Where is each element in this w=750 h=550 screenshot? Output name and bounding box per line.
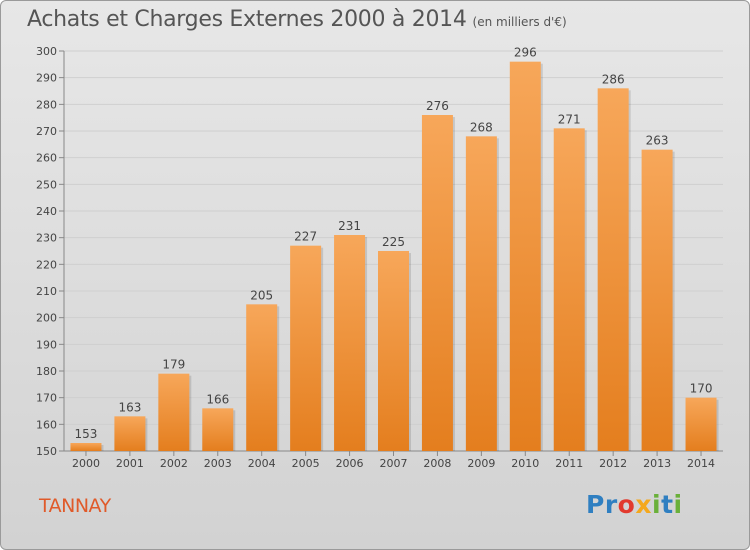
logo-letter: i: [673, 490, 683, 519]
bar-value-label: 166: [206, 392, 229, 406]
bar-value-label: 271: [558, 112, 581, 126]
bar: [70, 443, 102, 451]
proxiti-logo[interactable]: Proxiti: [586, 490, 683, 519]
logo-letter: i: [652, 490, 662, 519]
x-tick-labels: 2000 2001 2002 2003 2004 2005 2006 2007 2008 2009…: [72, 451, 715, 470]
bars: [70, 61, 719, 452]
y-tick-label: 300: [36, 45, 57, 58]
bar: [509, 61, 541, 452]
x-tick-label: 2002: [160, 457, 188, 470]
bar: [465, 136, 497, 452]
x-tick-label: 2007: [380, 457, 408, 470]
bar-value-label: 227: [294, 230, 317, 244]
bar: [597, 88, 629, 451]
bar-value-label: 205: [250, 288, 273, 302]
bar: [641, 149, 673, 451]
x-tick-label: 2008: [423, 457, 451, 470]
x-tick-label: 2014: [687, 457, 715, 470]
bar-value-label: 179: [162, 358, 185, 372]
y-tick-label: 210: [36, 285, 57, 298]
x-tick-label: 2003: [204, 457, 232, 470]
bar-value-label: 286: [602, 72, 625, 86]
y-tick-label: 170: [36, 392, 57, 405]
chart-title: Achats et Charges Externes 2000 à 2014 (e…: [27, 7, 567, 32]
y-tick-label: 250: [36, 178, 57, 191]
x-tick-label: 2010: [511, 457, 539, 470]
y-tick-label: 260: [36, 152, 57, 165]
data-labels: 153 163 179 166 205 227 231 225 276 268 296 271 286 2…: [75, 46, 713, 441]
y-tick-label: 190: [36, 338, 57, 351]
bar: [378, 251, 409, 451]
bar: [685, 397, 717, 451]
x-tick-label: 2005: [292, 457, 320, 470]
x-tick-label: 2006: [336, 457, 364, 470]
bar: [553, 128, 585, 451]
bar-value-label: 296: [514, 46, 537, 60]
logo-letter: t: [661, 490, 674, 519]
chart-subtitle: (en milliers d'€): [472, 15, 567, 29]
y-tick-label: 160: [36, 418, 57, 431]
x-tick-label: 2009: [467, 457, 495, 470]
logo-letter: x: [635, 490, 652, 519]
bar-value-label: 163: [118, 400, 141, 414]
bar-value-label: 231: [338, 219, 361, 233]
y-tick-label: 270: [36, 125, 57, 138]
bar: [158, 373, 190, 451]
y-tick-label: 240: [36, 205, 57, 218]
y-tick-label: 290: [36, 72, 57, 85]
bar-value-label: 225: [382, 235, 405, 249]
bar: [202, 408, 234, 451]
bar-value-label: 268: [470, 120, 493, 134]
x-tick-label: 2004: [248, 457, 276, 470]
bar: [246, 304, 278, 451]
bar-value-label: 263: [646, 134, 669, 148]
x-tick-label: 2000: [72, 457, 100, 470]
bar-value-label: 170: [690, 382, 713, 396]
bar: [421, 115, 453, 451]
chart-title-text: Achats et Charges Externes 2000 à 2014: [27, 7, 467, 32]
y-tick-labels: 150 160 170 180 190 200 210 220 230 240 250 260 270 2…: [36, 45, 57, 458]
logo-letter: o: [617, 490, 636, 519]
y-tick-label: 280: [36, 98, 57, 111]
y-tick-label: 200: [36, 312, 57, 325]
commune-name: TANNAY: [39, 495, 111, 517]
logo-letter: r: [604, 490, 618, 519]
y-tick-label: 230: [36, 232, 57, 245]
y-tick-label: 180: [36, 365, 57, 378]
x-tick-label: 2012: [599, 457, 627, 470]
x-tick-label: 2011: [555, 457, 583, 470]
x-tick-label: 2001: [116, 457, 144, 470]
bar-value-label: 276: [426, 99, 449, 113]
bar: [290, 245, 322, 451]
x-tick-label: 2013: [643, 457, 671, 470]
logo-letter: P: [586, 490, 605, 519]
y-tick-label: 150: [36, 445, 57, 458]
bar: [114, 416, 146, 451]
bar: [334, 235, 366, 451]
y-tick-label: 220: [36, 258, 57, 271]
bar-value-label: 153: [75, 427, 98, 441]
